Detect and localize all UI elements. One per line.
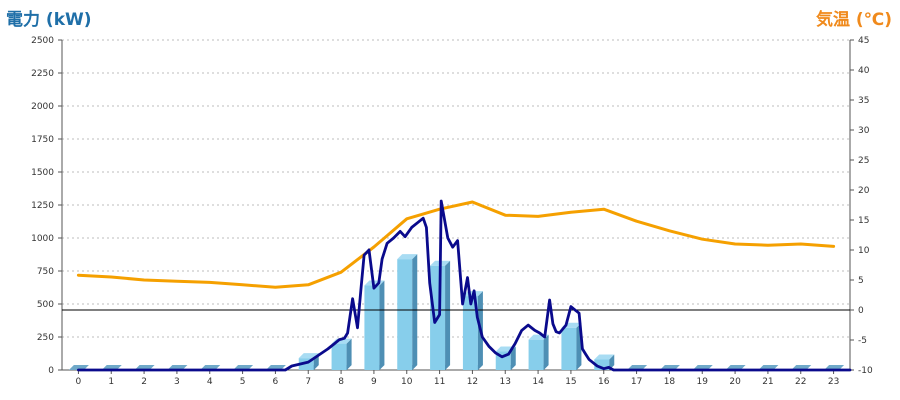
x-axis-tick-label: 20 [729,377,741,387]
x-axis-tick-label: 23 [828,377,839,387]
bar-side [445,260,451,370]
power-realtime-line [77,199,852,372]
x-axis-tick-label: 8 [338,377,344,387]
right-axis-tick-label: -5 [858,336,867,346]
x-axis-tick-label: 13 [500,377,511,387]
x-axis-tick-label: 0 [76,377,82,387]
bar-top [594,354,615,360]
x-axis-tick-label: 4 [207,377,213,387]
right-axis-tick-label: 15 [858,216,869,226]
x-axis-tick-label: 18 [664,377,676,387]
x-axis-tick-label: 22 [795,377,806,387]
x-axis-tick-label: 16 [598,377,610,387]
bar-top [397,254,418,260]
right-axis-tick-label: 20 [858,186,870,196]
left-axis-tick-label: 250 [37,333,54,343]
x-axis-tick-label: 7 [305,377,311,387]
x-axis-tick-label: 14 [532,377,544,387]
temperature-line [76,200,836,289]
bar-side [412,254,418,370]
x-axis-tick-label: 2 [141,377,147,387]
bar-side [346,338,352,370]
right-axis-tick-label: 25 [858,156,869,166]
left-axis-tick-label: 750 [37,267,54,277]
x-axis-tick-label: 12 [467,377,478,387]
bar [331,343,347,370]
left-axis-tick-label: 500 [37,300,54,310]
left-axis-tick-label: 2000 [31,102,54,112]
x-axis-tick-label: 3 [174,377,180,387]
x-axis-tick-label: 6 [273,377,279,387]
left-axis-title: 電力 (kW) [6,10,92,30]
x-axis-tick-label: 5 [240,377,246,387]
x-axis-tick-label: 10 [401,377,413,387]
x-axis-tick-label: 21 [762,377,773,387]
x-axis-tick-label: 19 [697,377,709,387]
bar [298,358,314,370]
bar-side [379,280,385,370]
bar [561,327,577,370]
left-axis-tick-label: 1750 [31,135,54,145]
bar [364,285,380,370]
x-axis-tick-label: 15 [565,377,576,387]
bar [462,296,478,370]
bar-side [609,354,615,370]
x-axis-tick-label: 17 [631,377,642,387]
bar-side [543,334,549,370]
right-axis-tick-label: 30 [858,126,870,136]
left-axis-tick-label: 2500 [31,36,54,46]
left-axis-tick-label: 1500 [31,168,54,178]
left-axis-tick-label: 1000 [31,234,54,244]
x-axis-tick-label: 1 [108,377,114,387]
right-axis-title: 気温 (℃) [815,10,892,30]
right-axis-tick-label: 35 [858,96,869,106]
x-axis-tick-label: 11 [434,377,445,387]
left-axis-tick-label: 0 [48,366,54,376]
left-axis-tick-label: 1250 [31,201,54,211]
right-axis-tick-label: 0 [858,306,864,316]
bar [528,339,544,370]
bar [397,259,413,370]
right-axis-tick-label: 10 [858,246,870,256]
x-axis-tick-label: 9 [371,377,377,387]
left-axis-tick-label: 2250 [31,69,54,79]
right-axis-tick-label: 45 [858,36,869,46]
right-axis-tick-label: -10 [858,366,873,376]
right-axis-tick-label: 40 [858,66,870,76]
bar-side [510,346,516,370]
right-axis-tick-label: 5 [858,276,864,286]
bar [594,359,610,370]
